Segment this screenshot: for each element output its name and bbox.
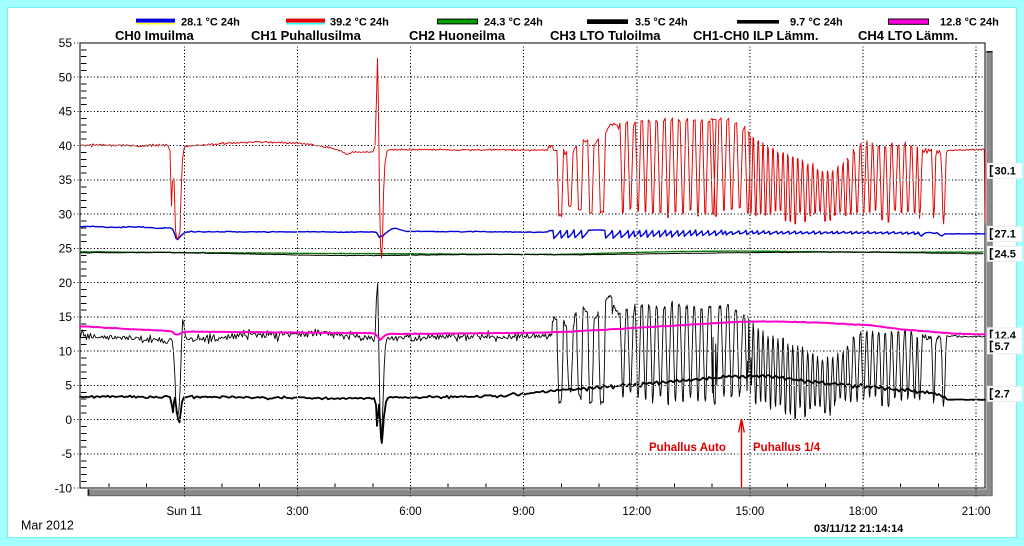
svg-text:21:00: 21:00 (962, 506, 991, 518)
svg-text:2.7: 2.7 (995, 389, 1010, 401)
svg-text:9:00: 9:00 (512, 506, 534, 518)
svg-text:03/11/12 21:14:14: 03/11/12 21:14:14 (814, 523, 904, 535)
svg-text:27.1: 27.1 (995, 229, 1016, 241)
svg-text:45: 45 (59, 105, 73, 119)
svg-text:24.3 °C 24h: 24.3 °C 24h (484, 16, 543, 28)
svg-text:10: 10 (59, 344, 73, 358)
svg-text:35: 35 (59, 173, 73, 187)
svg-text:CH3 LTO Tuloilma: CH3 LTO Tuloilma (550, 28, 661, 43)
svg-text:-10: -10 (55, 481, 73, 495)
svg-text:50: 50 (59, 70, 73, 84)
svg-text:55: 55 (59, 36, 73, 50)
svg-text:5: 5 (65, 379, 72, 393)
svg-text:12:00: 12:00 (622, 506, 651, 518)
svg-text:5.7: 5.7 (995, 341, 1010, 353)
svg-text:9.7 °C 24h: 9.7 °C 24h (790, 16, 843, 28)
svg-text:25: 25 (59, 242, 73, 256)
svg-text:39.2 °C 24h: 39.2 °C 24h (330, 16, 389, 28)
svg-text:20: 20 (59, 276, 73, 290)
svg-text:6:00: 6:00 (399, 506, 421, 518)
svg-text:Sun 11: Sun 11 (166, 506, 202, 518)
svg-text:0: 0 (65, 413, 72, 427)
svg-text:-5: -5 (61, 447, 72, 461)
svg-text:15: 15 (59, 310, 73, 324)
svg-text:15:00: 15:00 (736, 506, 765, 518)
svg-text:CH0 Imuilma: CH0 Imuilma (115, 28, 195, 43)
svg-text:CH1-CH0 ILP Lämm.: CH1-CH0 ILP Lämm. (693, 28, 818, 43)
svg-text:30: 30 (59, 207, 73, 221)
svg-text:CH1 Puhallusilma: CH1 Puhallusilma (251, 28, 362, 43)
svg-text:Puhallus Auto: Puhallus Auto (649, 442, 726, 454)
svg-text:40: 40 (59, 139, 73, 153)
svg-text:30.1: 30.1 (995, 166, 1016, 178)
svg-text:CH2 Huoneilma: CH2 Huoneilma (409, 28, 506, 43)
svg-text:CH4 LTO Lämm.: CH4 LTO Lämm. (858, 28, 958, 43)
svg-text:28.1 °C 24h: 28.1 °C 24h (181, 16, 240, 28)
svg-text:24.5: 24.5 (995, 249, 1016, 261)
svg-text:3:00: 3:00 (286, 506, 308, 518)
svg-text:18:00: 18:00 (849, 506, 878, 518)
svg-text:Puhallus 1/4: Puhallus 1/4 (753, 442, 821, 454)
svg-text:12.8 °C 24h: 12.8 °C 24h (940, 16, 999, 28)
svg-text:Mar 2012: Mar 2012 (21, 519, 74, 533)
svg-text:3.5 °C 24h: 3.5 °C 24h (635, 16, 688, 28)
